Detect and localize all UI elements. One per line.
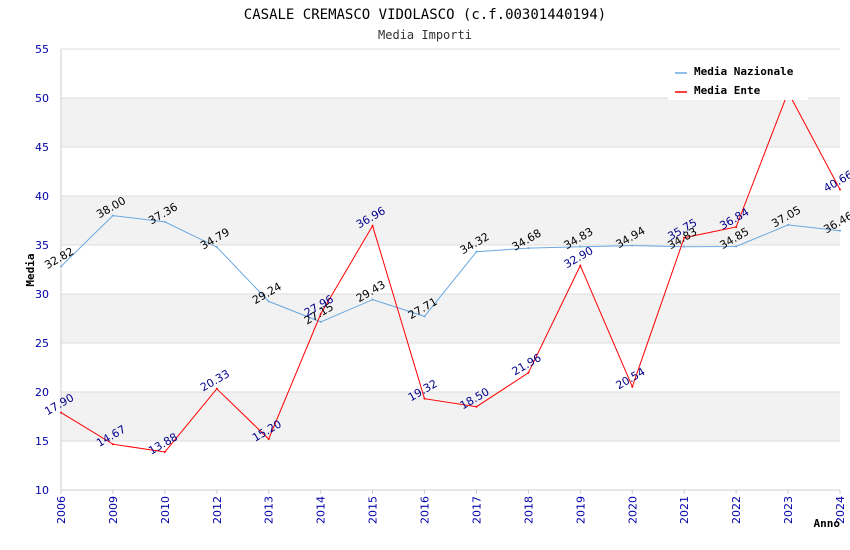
point-media-ente: [631, 385, 634, 388]
plot-band: [61, 441, 840, 490]
point-media-ente: [735, 225, 738, 228]
legend: Media Nazionale Media Ente: [668, 60, 808, 100]
x-tick-label: 2016: [419, 496, 432, 524]
x-tick-label: 2012: [211, 496, 224, 524]
point-media-ente: [475, 405, 478, 408]
x-axis-ticks: 2006 2009 2010 2012 2013 2014 2015 2016 2017 2018…: [55, 490, 847, 524]
point-media-nazionale: [163, 220, 166, 223]
y-tick-label: 40: [35, 190, 49, 203]
point-media-ente: [579, 264, 582, 267]
x-tick-label: 2022: [730, 496, 743, 524]
x-tick-label: 2013: [263, 496, 276, 524]
point-media-ente: [111, 443, 114, 446]
series-line-media-nazionale: [60, 215, 841, 323]
plot-band: [61, 98, 840, 147]
x-tick-label: 2006: [55, 496, 68, 524]
legend-label-ente: Media Ente: [694, 84, 761, 97]
point-media-nazionale: [319, 320, 322, 323]
series-layer: [60, 90, 841, 453]
point-media-nazionale: [60, 265, 62, 268]
point-media-nazionale: [215, 246, 218, 249]
x-tick-label: 2014: [315, 496, 328, 524]
point-media-nazionale: [579, 245, 582, 248]
y-tick-label: 45: [35, 141, 49, 154]
legend-label-nazionale: Media Nazionale: [694, 65, 794, 78]
x-tick-label: 2023: [782, 496, 795, 524]
point-media-ente: [60, 411, 62, 414]
point-media-nazionale: [631, 244, 634, 247]
point-media-nazionale: [683, 245, 686, 248]
y-tick-label: 15: [35, 435, 49, 448]
x-tick-label: 2020: [626, 496, 639, 524]
point-media-nazionale: [527, 247, 530, 250]
series-line-media-ente: [60, 90, 841, 453]
x-tick-label: 2015: [367, 496, 380, 524]
x-tick-label: 2024: [834, 496, 847, 524]
y-tick-label: 30: [35, 288, 49, 301]
chart-title: CASALE CREMASCO VIDOLASCO (c.f.003014401…: [244, 7, 606, 23]
y-tick-label: 50: [35, 92, 49, 105]
plot-background: [61, 49, 840, 490]
point-media-nazionale: [475, 250, 478, 253]
point-media-nazionale: [111, 214, 114, 217]
x-tick-label: 2010: [159, 496, 172, 524]
point-media-nazionale: [423, 315, 426, 318]
point-media-nazionale: [735, 245, 738, 248]
plot-band: [61, 294, 840, 343]
point-media-nazionale: [787, 223, 790, 226]
chart-subtitle: Media Importi: [378, 28, 472, 42]
plot-band: [61, 392, 840, 441]
plot-band: [61, 147, 840, 196]
x-tick-label: 2019: [574, 496, 587, 524]
y-tick-label: 20: [35, 386, 49, 399]
y-axis-label: Media: [24, 253, 37, 286]
point-media-ente: [267, 438, 270, 441]
x-tick-label: 2017: [470, 496, 483, 524]
plot-band: [61, 196, 840, 245]
y-tick-label: 10: [35, 484, 49, 497]
point-media-nazionale: [267, 300, 270, 303]
x-tick-label: 2009: [107, 496, 120, 524]
point-media-ente: [683, 236, 686, 239]
point-media-ente: [423, 397, 426, 400]
x-tick-label: 2021: [678, 496, 691, 524]
point-media-ente: [215, 387, 218, 390]
point-media-ente: [319, 312, 322, 315]
x-tick-label: 2018: [522, 496, 535, 524]
gridlines: [60, 48, 840, 491]
point-media-ente: [839, 188, 841, 191]
point-media-nazionale: [371, 298, 374, 301]
x-axis-label: Anno: [814, 517, 841, 530]
y-axis-ticks: 10 15 20 25 30 35 40 45 50 55: [35, 43, 49, 497]
y-tick-label: 55: [35, 43, 49, 56]
point-media-ente: [527, 371, 530, 374]
plot-band: [61, 245, 840, 294]
plot-band: [61, 343, 840, 392]
point-media-ente: [371, 224, 374, 227]
legend-box: [668, 60, 808, 100]
y-tick-label: 25: [35, 337, 49, 350]
point-media-ente: [163, 450, 166, 453]
point-media-nazionale: [839, 229, 841, 232]
y-tick-label: 35: [35, 239, 49, 252]
